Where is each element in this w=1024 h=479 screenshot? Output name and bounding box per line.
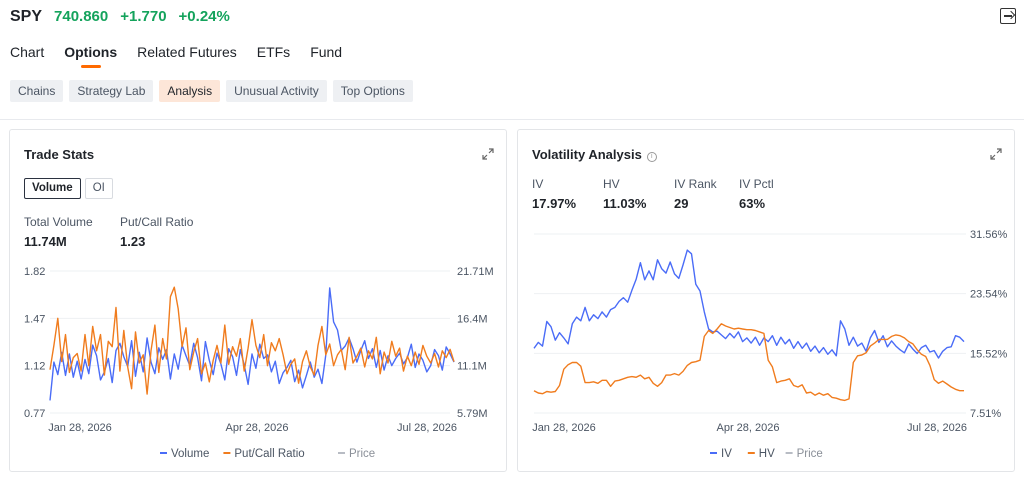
iv-legend-label: IV <box>721 448 732 460</box>
expand-icon[interactable] <box>482 148 494 160</box>
trade-stats-chart: 1.82 1.47 1.12 0.77 21.71M 16.4M 11.1M 5.79M Jan… <box>24 266 494 460</box>
y-left-tick-label: 1.82 <box>24 266 45 278</box>
y-right-tick-label: 23.54% <box>970 289 1008 301</box>
hv-stat: HV 11.03% <box>603 177 646 211</box>
y-right-tick-label: 31.56% <box>970 229 1008 241</box>
hv-legend-label: HV <box>759 448 775 460</box>
toggle-oi[interactable]: OI <box>84 178 113 199</box>
x-tick-label: Jan 28, 2026 <box>532 422 596 434</box>
x-tick-label: Jan 28, 2026 <box>48 422 112 434</box>
hv-series-line <box>533 323 964 402</box>
subtab-top-options[interactable]: Top Options <box>332 80 413 102</box>
price-change: +1.770 <box>120 8 167 25</box>
y-right-tick-label: 5.79M <box>457 408 488 420</box>
options-subtabs: Chains Strategy Lab Analysis Unusual Act… <box>10 80 413 102</box>
put-call-ratio-legend-label: Put/Call Ratio <box>234 448 304 460</box>
y-left-tick-label: 1.12 <box>24 361 45 373</box>
trade-stats-panel: Trade Stats Volume OI Total Volume 11.74… <box>9 129 507 472</box>
y-right-tick-label: 7.51% <box>970 408 1001 420</box>
section-divider <box>0 119 1024 120</box>
y-left-tick-label: 1.47 <box>24 313 45 325</box>
volatility-title-text: Volatility Analysis <box>532 147 642 162</box>
iv-series-line <box>533 249 965 359</box>
tab-fund[interactable]: Fund <box>310 44 343 60</box>
volatility-chart: 31.56% 23.54% 15.52% 7.51% Jan 28, 2026 Apr 2… <box>532 229 1008 460</box>
x-tick-label: Jul 28, 2026 <box>907 422 967 434</box>
price-legend-label: Price <box>797 448 823 460</box>
iv-rank-stat: IV Rank 29 <box>674 177 717 211</box>
x-tick-label: Apr 28, 2026 <box>717 422 780 434</box>
expand-icon[interactable] <box>990 148 1002 160</box>
hv-value: 11.03% <box>603 196 647 211</box>
trade-stats-title: Trade Stats <box>24 147 95 162</box>
price-legend-label: Price <box>349 448 375 460</box>
price-change-percent: +0.24% <box>178 8 230 25</box>
main-tabs: Chart Options Related Futures ETFs Fund <box>10 44 342 68</box>
tab-related-futures[interactable]: Related Futures <box>137 44 237 60</box>
volatility-panel: Volatility Analysis i IV 17.97% HV 11.03%… <box>517 129 1015 472</box>
put-call-ratio-stat: Put/Call Ratio 1.23 <box>120 215 193 249</box>
ticker-symbol: SPY <box>10 8 43 25</box>
iv-rank-label: IV Rank <box>674 177 717 191</box>
y-right-tick-label: 21.71M <box>457 266 494 278</box>
subtab-chains[interactable]: Chains <box>10 80 64 102</box>
subtab-analysis[interactable]: Analysis <box>159 80 221 102</box>
iv-pctl-label: IV Pctl <box>739 177 774 191</box>
toggle-volume[interactable]: Volume <box>24 178 81 199</box>
put-call-ratio-label: Put/Call Ratio <box>120 215 194 229</box>
subtab-unusual-activity[interactable]: Unusual Activity <box>226 80 327 102</box>
volume-legend-label: Volume <box>171 448 209 460</box>
tab-chart[interactable]: Chart <box>10 44 45 60</box>
tab-options[interactable]: Options <box>64 44 117 68</box>
tab-etfs[interactable]: ETFs <box>256 44 291 60</box>
exit-icon[interactable] <box>1000 8 1016 24</box>
quote-header: SPY 740.860 +1.770 +0.24% <box>10 8 230 28</box>
iv-pctl-stat: IV Pctl 63% <box>739 177 774 211</box>
put-call-ratio-value: 1.23 <box>120 234 146 249</box>
iv-rank-value: 29 <box>674 196 689 211</box>
y-right-tick-label: 15.52% <box>970 348 1008 360</box>
volume-oi-toggle: Volume OI <box>24 178 113 199</box>
y-left-tick-label: 0.77 <box>24 408 45 420</box>
iv-label: IV <box>532 177 544 191</box>
hv-label: HV <box>603 177 620 191</box>
info-icon[interactable]: i <box>646 152 657 162</box>
subtab-strategy-lab[interactable]: Strategy Lab <box>69 80 154 102</box>
iv-pctl-value: 63% <box>739 196 766 211</box>
x-tick-label: Jul 28, 2026 <box>397 422 457 434</box>
volatility-title: Volatility Analysis i <box>532 147 657 162</box>
y-right-tick-label: 16.4M <box>457 313 488 325</box>
iv-value: 17.97% <box>532 196 577 211</box>
put-call-ratio-series-line <box>49 286 455 395</box>
total-volume-stat: Total Volume 11.74M <box>24 215 93 249</box>
last-price: 740.860 <box>54 8 109 25</box>
iv-stat: IV 17.97% <box>532 177 576 211</box>
total-volume-label: Total Volume <box>24 215 93 229</box>
total-volume-value: 11.74M <box>24 234 67 249</box>
y-right-tick-label: 11.1M <box>457 361 487 373</box>
x-tick-label: Apr 28, 2026 <box>226 422 289 434</box>
